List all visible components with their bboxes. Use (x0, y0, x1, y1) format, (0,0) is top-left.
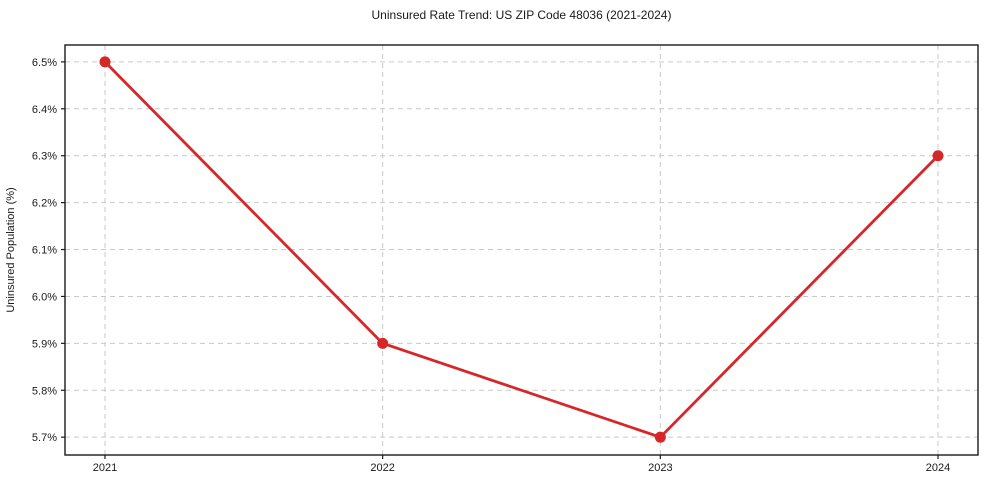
chart-title: Uninsured Rate Trend: US ZIP Code 48036 … (371, 8, 672, 22)
y-tick-label: 5.7% (32, 432, 57, 444)
data-line (103, 60, 940, 439)
y-tick-label: 6.5% (32, 57, 57, 69)
x-tick-label: 2021 (93, 462, 117, 474)
x-tick-label: 2023 (648, 462, 672, 474)
y-axis-label: Uninsured Population (%) (5, 187, 17, 312)
y-tick-label: 5.9% (32, 338, 57, 350)
data-point-marker (377, 337, 389, 349)
y-tick-label: 6.3% (32, 151, 57, 163)
data-point-marker (932, 150, 944, 162)
y-tick-label: 5.8% (32, 385, 57, 397)
y-tick-label: 6.4% (32, 104, 57, 116)
data-point-marker (654, 431, 666, 443)
y-tick-label: 6.1% (32, 245, 57, 257)
y-tick-label: 6.0% (32, 291, 57, 303)
data-point-marker (99, 56, 111, 68)
y-tick-label: 6.2% (32, 198, 57, 210)
x-tick-label: 2024 (926, 462, 950, 474)
x-tick-label: 2022 (370, 462, 394, 474)
